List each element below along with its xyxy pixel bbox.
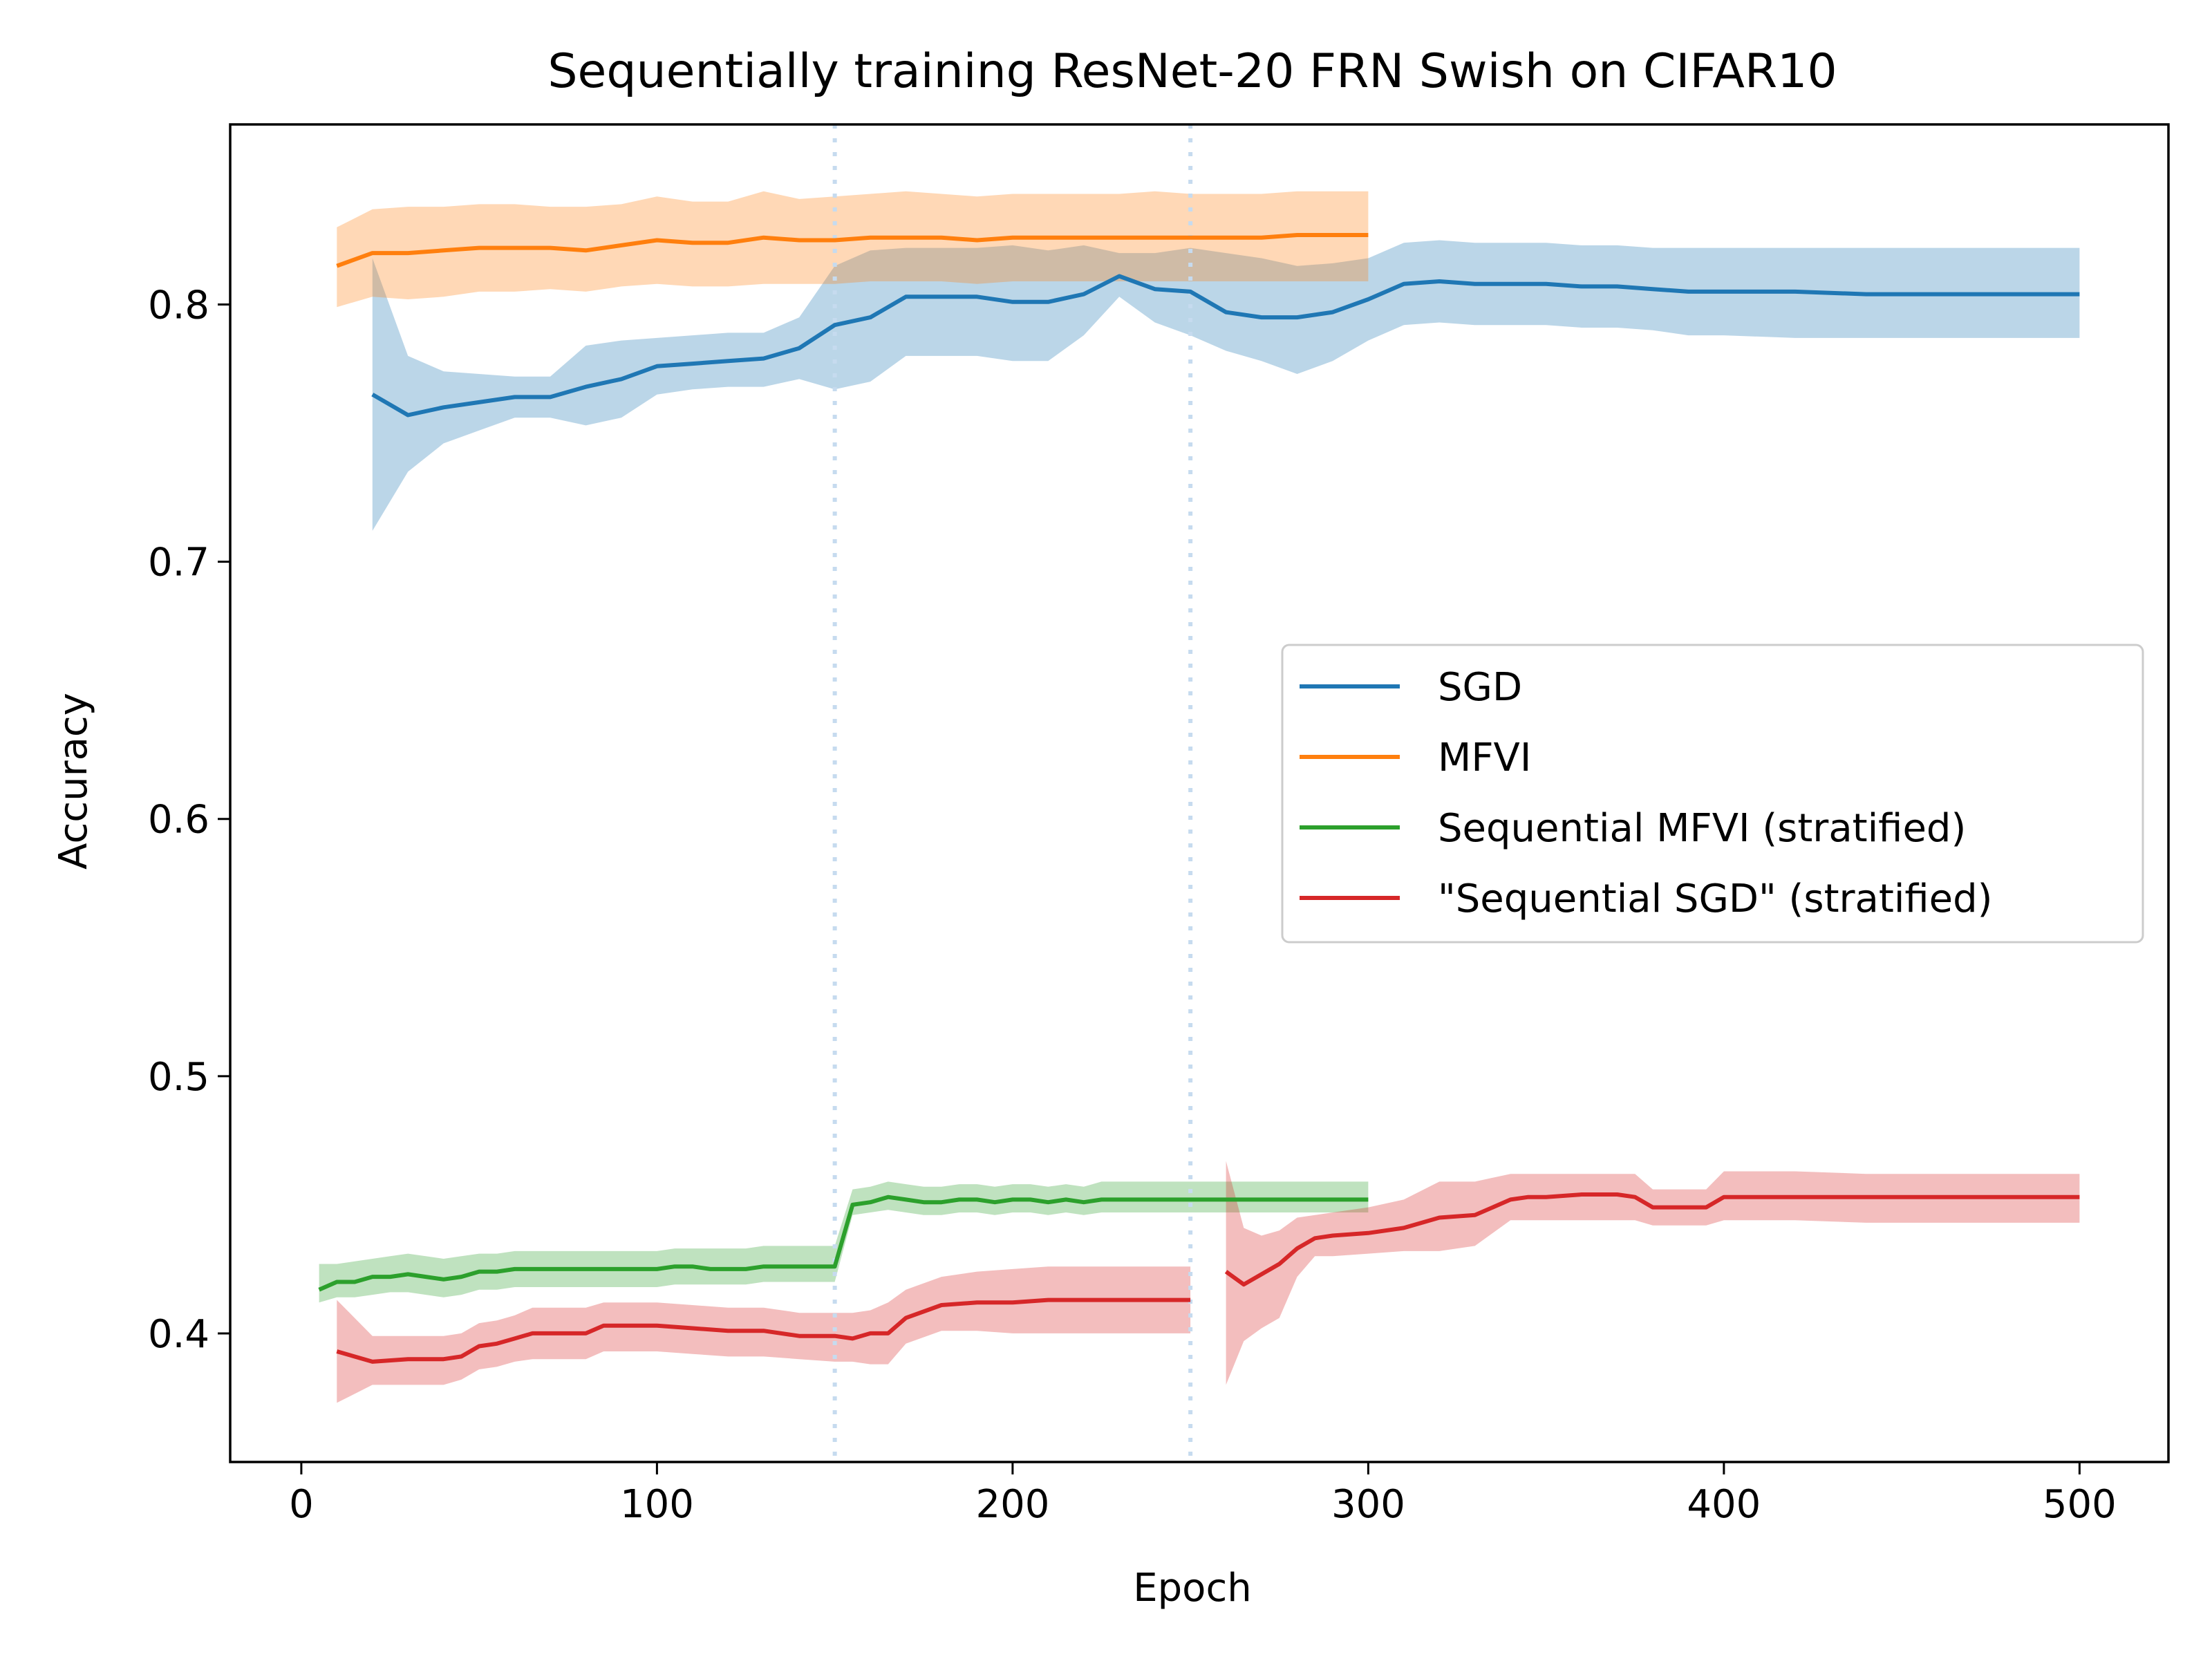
x-tick-label: 400 [1687, 1482, 1761, 1527]
x-axis-label: Epoch [1133, 1566, 1251, 1611]
legend-label: Sequential MFVI (stratified) [1438, 806, 1966, 851]
legend-label: SGD [1438, 665, 1522, 710]
x-tick-label: 100 [620, 1482, 694, 1527]
band-1-0 [337, 191, 1369, 308]
legend-label: "Sequential SGD" (stratified) [1438, 877, 1993, 921]
y-tick-label: 0.4 [148, 1312, 209, 1357]
series-line-2-0 [318, 1194, 1369, 1292]
y-tick-label: 0.7 [148, 541, 209, 585]
plot-area [318, 124, 2080, 1462]
series-line-3-1 [1224, 1192, 2080, 1287]
axes: 0 100 200 300 400 500 0.4 0.5 0.6 0.7 0.8 [148, 123, 2170, 1527]
y-tick-label: 0.8 [148, 283, 209, 328]
legend-label: MFVI [1438, 735, 1531, 780]
series-line-0-0 [371, 274, 2080, 418]
legend-box [1281, 644, 2144, 944]
series-line-3-0 [336, 1297, 1191, 1364]
x-tick-label: 0 [289, 1482, 314, 1527]
x-tick-label: 300 [1331, 1482, 1405, 1527]
legend: SGD MFVI Sequential MFVI (stratified) "Sequ… [1281, 644, 2144, 944]
x-tick-label: 200 [975, 1482, 1049, 1527]
axes-frame [229, 123, 2170, 1463]
y-tick-label: 0.5 [148, 1055, 209, 1100]
y-axis-label: Accuracy [51, 693, 96, 870]
y-tick-label: 0.6 [148, 798, 209, 843]
chart-title: Sequentially training ResNet-20 FRN Swis… [547, 44, 1837, 99]
series-line-1-0 [336, 233, 1369, 268]
band-0-0 [372, 240, 2080, 531]
x-tick-label: 500 [2043, 1482, 2117, 1527]
